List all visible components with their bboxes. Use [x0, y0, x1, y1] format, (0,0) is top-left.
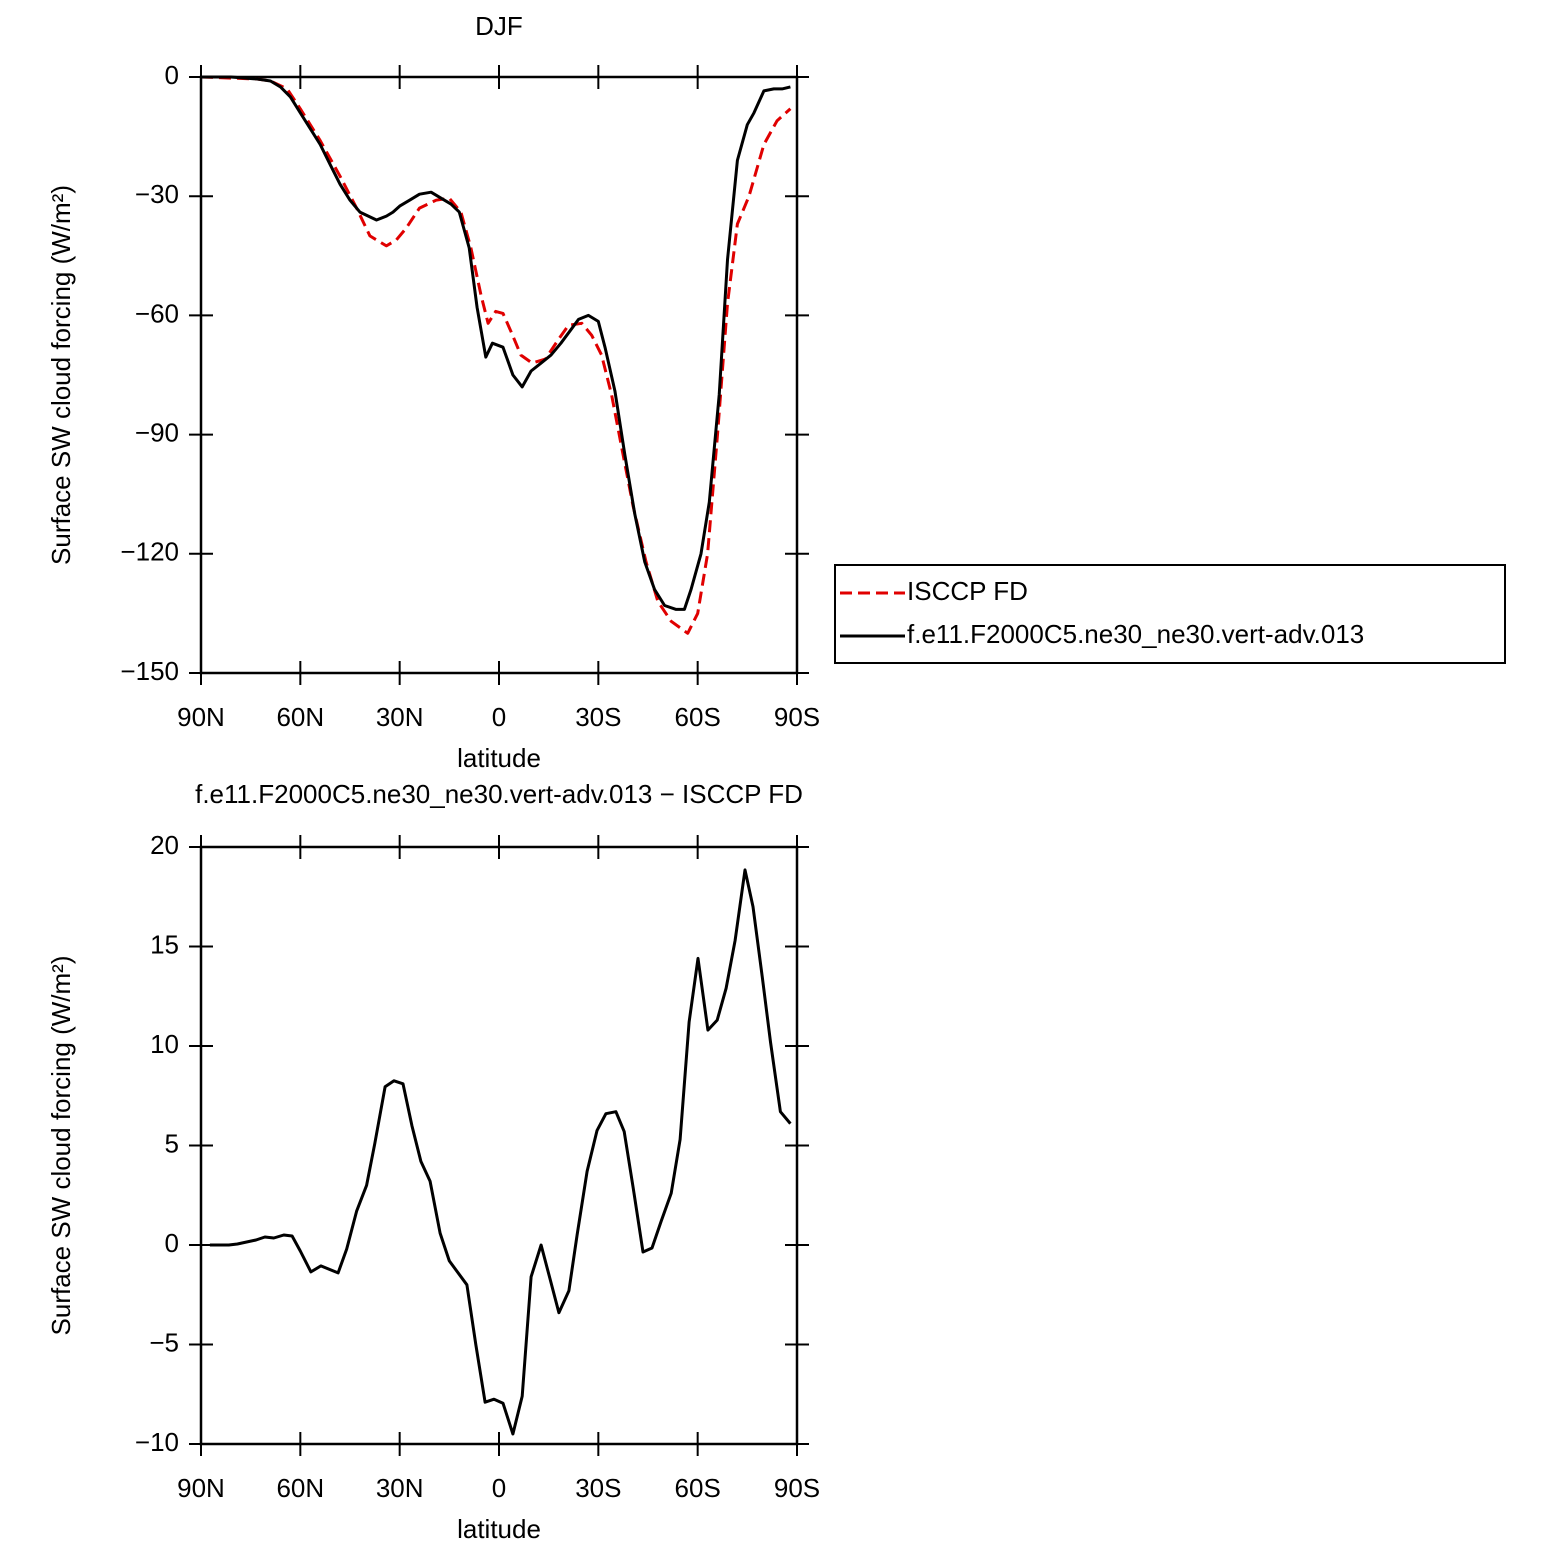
- y-tick-label: 15: [150, 929, 179, 959]
- chart-title: f.e11.F2000C5.ne30_ne30.vert-adv.013 − I…: [195, 779, 803, 809]
- plot-frame: [199, 845, 799, 1446]
- x-tick-label: 30S: [575, 702, 621, 732]
- y-tick-label: −60: [135, 298, 179, 328]
- y-tick-label: −150: [120, 656, 179, 686]
- y-axis-label: Surface SW cloud forcing (W/m²): [46, 956, 76, 1336]
- data-line: [209, 868, 792, 1436]
- data-line: [200, 75, 792, 635]
- chart-title: DJF: [475, 11, 523, 41]
- x-tick-label: 0: [492, 1473, 506, 1503]
- y-tick-label: 20: [150, 830, 179, 860]
- x-axis-label: latitude: [457, 743, 541, 773]
- y-tick-label: −120: [120, 537, 179, 567]
- x-tick-label: 30N: [376, 702, 424, 732]
- y-tick-label: 0: [165, 60, 179, 90]
- x-tick-label: 60N: [276, 1473, 324, 1503]
- x-tick-label: 90S: [774, 702, 820, 732]
- legend-label: f.e11.F2000C5.ne30_ne30.vert-adv.013: [907, 619, 1364, 649]
- y-tick-label: 5: [165, 1128, 179, 1158]
- y-tick-label: 10: [150, 1029, 179, 1059]
- x-tick-label: 90N: [177, 702, 225, 732]
- y-tick-label: 0: [165, 1228, 179, 1258]
- y-tick-label: −30: [135, 179, 179, 209]
- y-axis-label: Surface SW cloud forcing (W/m²): [46, 185, 76, 565]
- y-tick-label: −10: [135, 1427, 179, 1457]
- x-tick-label: 60N: [276, 702, 324, 732]
- x-tick-label: 90S: [774, 1473, 820, 1503]
- legend-box: [834, 564, 1506, 664]
- x-tick-label: 60S: [675, 1473, 721, 1503]
- y-tick-label: −5: [149, 1327, 179, 1357]
- plot-frame: [199, 75, 799, 675]
- data-line: [201, 75, 791, 611]
- x-tick-label: 90N: [177, 1473, 225, 1503]
- x-tick-label: 60S: [675, 702, 721, 732]
- x-tick-label: 30S: [575, 1473, 621, 1503]
- x-axis-label: latitude: [457, 1514, 541, 1544]
- x-tick-label: 30N: [376, 1473, 424, 1503]
- x-tick-label: 0: [492, 702, 506, 732]
- legend-label: ISCCP FD: [907, 576, 1028, 606]
- y-tick-label: −90: [135, 417, 179, 447]
